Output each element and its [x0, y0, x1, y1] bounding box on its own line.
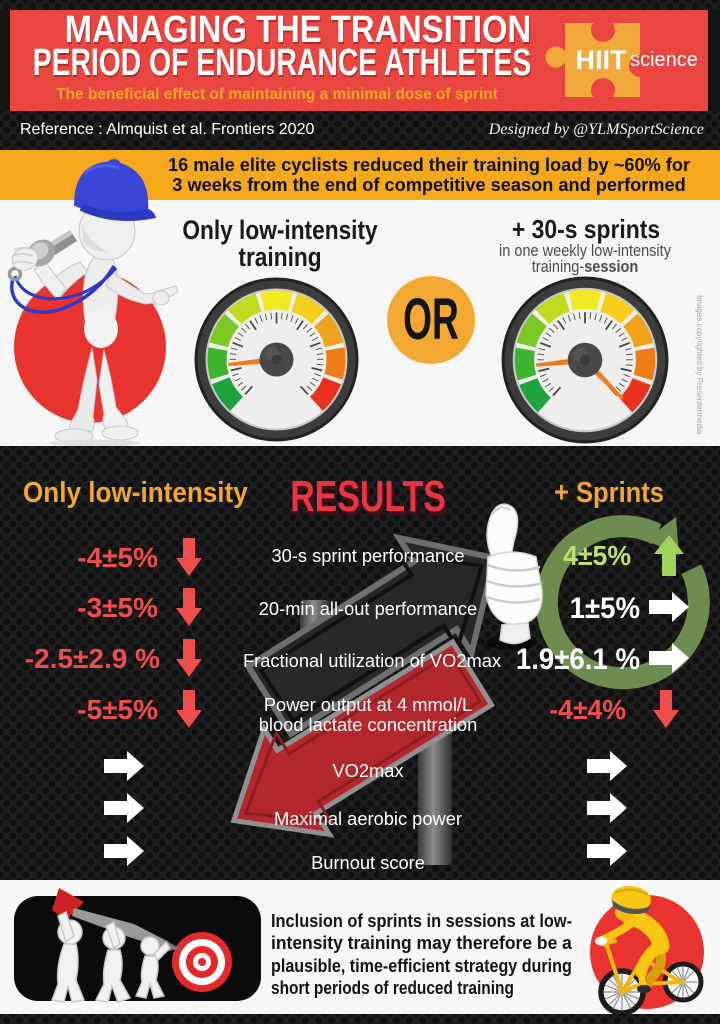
svg-text:science: science [630, 49, 698, 71]
svg-text:HIIT: HIIT [576, 45, 628, 75]
